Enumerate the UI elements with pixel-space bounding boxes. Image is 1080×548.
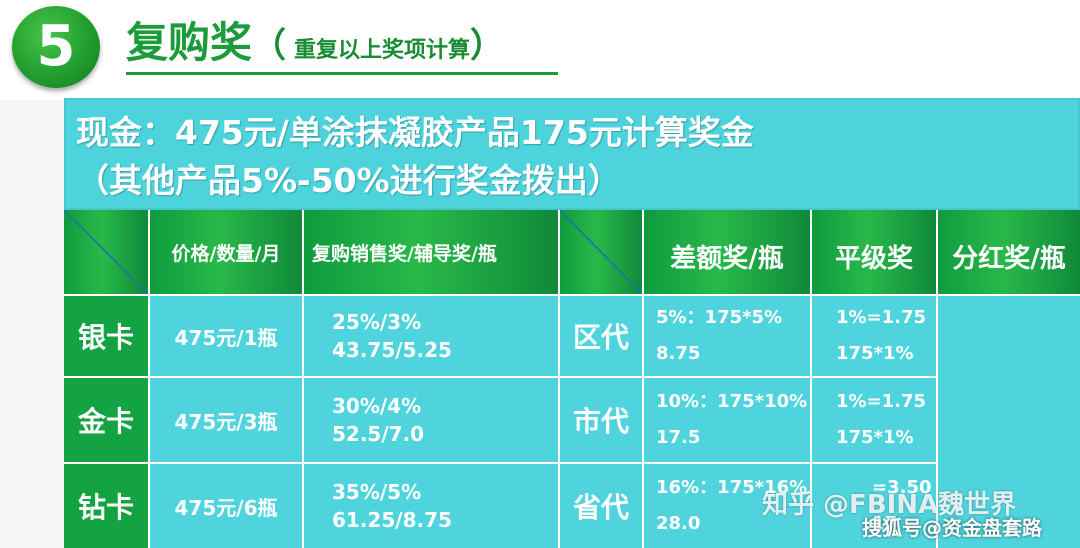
header-price-qty: 价格/数量/月 bbox=[150, 210, 302, 294]
bonus-percent: 30%/4% bbox=[332, 394, 422, 418]
sohu-watermark: 搜狐号@资金盘套路 bbox=[862, 516, 1042, 540]
diff-amount: 8.75 bbox=[656, 343, 701, 364]
row-diff-bonus: 16%：175*16% 28.0 bbox=[644, 464, 810, 548]
row-price: 475元/1瓶 bbox=[150, 296, 302, 376]
bonus-amount: 52.5/7.0 bbox=[332, 422, 425, 446]
header-area: 5 复购奖（ 重复以上奖项计算） bbox=[0, 0, 1080, 100]
peer-value: 1%=1.75 bbox=[836, 391, 927, 412]
corner-cell-2 bbox=[560, 210, 642, 294]
section-title: 复购奖（ 重复以上奖项计算） bbox=[126, 14, 504, 74]
peer-formula: 17 bbox=[872, 513, 898, 534]
bonus-percent: 25%/3% bbox=[332, 310, 422, 334]
diff-amount: 17.5 bbox=[656, 427, 701, 448]
row-repurchase-bonus: 30%/4% 52.5/7.0 bbox=[304, 378, 558, 462]
cash-banner: 现金：475元/单涂抹凝胶产品175元计算奖金 （其他产品5%-50%进行奖金拨… bbox=[64, 98, 1080, 210]
row-diff-bonus: 5%：175*5% 8.75 bbox=[644, 296, 810, 376]
bonus-percent: 35%/5% bbox=[332, 480, 422, 504]
section-subtitle: 重复以上奖项计算 bbox=[294, 38, 471, 63]
bonus-amount: 43.75/5.25 bbox=[332, 338, 452, 362]
banner-line-1: 现金：475元/单涂抹凝胶产品175元计算奖金 bbox=[76, 113, 754, 152]
peer-value: =3.50 bbox=[872, 477, 932, 498]
row-repurchase-bonus: 25%/3% 43.75/5.25 bbox=[304, 296, 558, 376]
header-peer: 平级奖 bbox=[812, 210, 936, 294]
header-diff: 差额奖/瓶 bbox=[644, 210, 810, 294]
row-card-silver: 银卡 bbox=[64, 296, 148, 376]
peer-formula: 175*1% bbox=[836, 427, 914, 448]
row-diff-bonus: 10%：175*10% 17.5 bbox=[644, 378, 810, 462]
title-underline bbox=[126, 72, 558, 75]
section-number-badge: 5 bbox=[12, 6, 100, 88]
diff-formula: 5%：175*5% bbox=[656, 307, 783, 328]
zhihu-watermark: 知乎 @FBINA魏世界 bbox=[762, 490, 1017, 520]
row-peer-bonus: 1%=1.75 175*1% bbox=[812, 378, 936, 462]
row-peer-bonus: 1%=1.75 175*1% bbox=[812, 296, 936, 376]
dividend-cell bbox=[938, 296, 1080, 548]
peer-value: 1%=1.75 bbox=[836, 307, 927, 328]
row-agent-district: 区代 bbox=[560, 296, 642, 376]
diagonal-line-icon bbox=[64, 210, 148, 294]
peer-formula: 175*1% bbox=[836, 343, 914, 364]
title-paren-close: ） bbox=[470, 26, 505, 66]
diff-formula: 10%：175*10% bbox=[656, 391, 808, 412]
corner-cell bbox=[64, 210, 148, 294]
diff-formula: 16%：175*16% bbox=[656, 477, 808, 498]
section-title-main: 复购奖 bbox=[126, 18, 253, 67]
row-agent-province: 省代 bbox=[560, 464, 642, 548]
row-card-diamond: 钻卡 bbox=[64, 464, 148, 548]
diff-amount: 28.0 bbox=[656, 513, 701, 534]
banner-line-2: （其他产品5%-50%进行奖金拨出） bbox=[76, 161, 621, 200]
row-card-gold: 金卡 bbox=[64, 378, 148, 462]
bonus-table: 价格/数量/月 复购销售奖/辅导奖/瓶 差额奖/瓶 平级奖 分红奖/瓶 银卡 4… bbox=[64, 210, 1080, 548]
row-agent-city: 市代 bbox=[560, 378, 642, 462]
row-repurchase-bonus: 35%/5% 61.25/8.75 bbox=[304, 464, 558, 548]
header-repurchase: 复购销售奖/辅导奖/瓶 bbox=[304, 210, 558, 294]
diagonal-line-icon bbox=[560, 210, 642, 294]
title-paren-open: （ bbox=[252, 26, 287, 66]
row-price: 475元/3瓶 bbox=[150, 378, 302, 462]
bonus-amount: 61.25/8.75 bbox=[332, 508, 452, 532]
header-dividend: 分红奖/瓶 bbox=[938, 210, 1080, 294]
row-peer-bonus: =3.50 17 bbox=[812, 464, 936, 548]
row-price: 475元/6瓶 bbox=[150, 464, 302, 548]
